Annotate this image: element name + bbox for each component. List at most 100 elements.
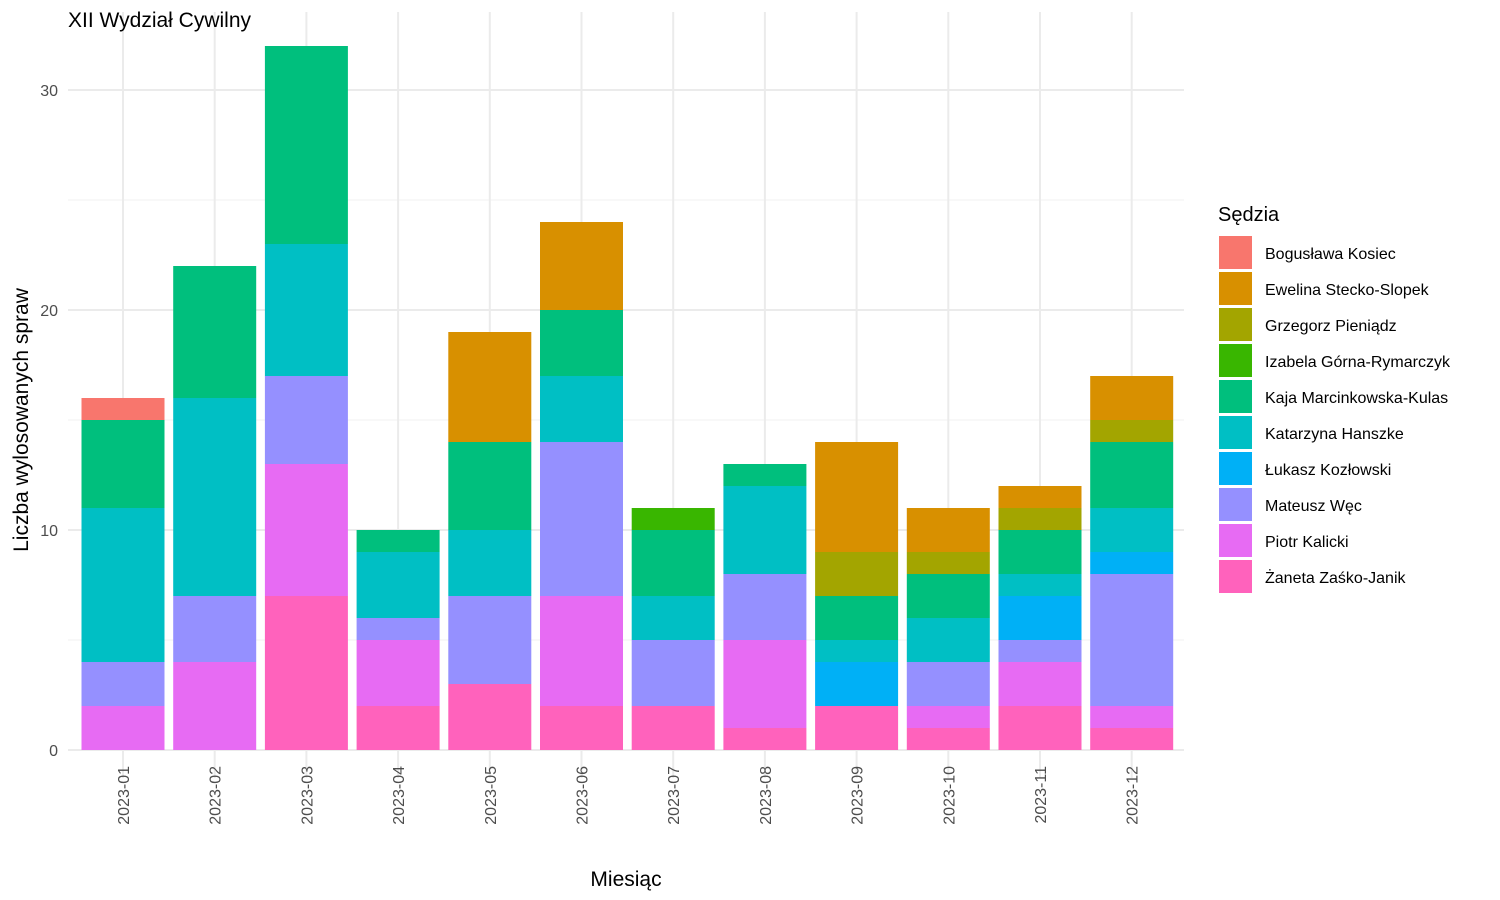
bar-segment — [815, 662, 899, 706]
bar-segment — [723, 486, 807, 574]
bar-segment — [631, 530, 715, 596]
bars — [81, 46, 1174, 750]
bar-segment — [173, 398, 257, 596]
x-tick-label: 2023-08 — [758, 766, 775, 825]
bar-segment — [540, 442, 623, 596]
bar-segment — [356, 640, 440, 706]
legend-label: Katarzyna Hanszke — [1265, 426, 1404, 443]
bar-segment — [631, 640, 715, 706]
bar-segment — [723, 574, 807, 640]
x-tick-label: 2023-10 — [941, 766, 958, 825]
bar-segment — [906, 706, 990, 728]
y-tick-label: 10 — [40, 523, 58, 540]
legend-label: Bogusława Kosiec — [1265, 246, 1396, 263]
x-tick-label: 2023-12 — [1125, 766, 1142, 825]
bar-segment — [906, 508, 990, 552]
x-tick-label: 2023-06 — [575, 766, 592, 825]
legend-label: Ewelina Stecko-Slopek — [1265, 282, 1430, 299]
bar-segment — [998, 706, 1082, 750]
bar-segment — [1090, 442, 1174, 508]
bar-segment — [1090, 508, 1174, 552]
bar-segment — [906, 574, 990, 618]
bar-segment — [815, 596, 899, 640]
legend-label: Mateusz Węc — [1265, 498, 1362, 515]
x-tick-label: 2023-04 — [391, 766, 408, 825]
bar-segment — [264, 46, 348, 244]
bar-segment — [356, 618, 440, 640]
bar-segment — [264, 596, 348, 750]
x-tick-label: 2023-02 — [208, 766, 225, 825]
bar-segment — [540, 376, 623, 442]
bar-segment — [356, 706, 440, 750]
bar-segment — [998, 574, 1082, 596]
legend-key — [1219, 236, 1252, 269]
legend-items: Bogusława Kosiec Ewelina Stecko-Slopek Grz… — [1219, 236, 1451, 593]
legend-label: Łukasz Kozłowski — [1265, 462, 1391, 479]
legend-key — [1219, 524, 1252, 557]
x-tick-label: 2023-05 — [483, 766, 500, 825]
bar-segment — [723, 464, 807, 486]
legend-key — [1219, 344, 1252, 377]
x-tick-label: 2023-03 — [299, 766, 316, 825]
bar-segment — [998, 640, 1082, 662]
bar-segment — [448, 684, 532, 750]
legend-key — [1219, 308, 1252, 341]
bar-segment — [81, 508, 165, 662]
x-tick-label: 2023-07 — [666, 766, 683, 825]
legend-label: Grzegorz Pieniądz — [1265, 318, 1397, 335]
bar-segment — [906, 618, 990, 662]
legend-title: Sędzia — [1218, 204, 1280, 226]
legend-key — [1219, 380, 1252, 413]
bar-segment — [815, 442, 899, 552]
bar-segment — [1090, 420, 1174, 442]
x-tick-label: 2023-01 — [116, 766, 133, 825]
legend-key — [1219, 272, 1252, 305]
bar-segment — [264, 464, 348, 596]
bar-segment — [81, 420, 165, 508]
bar-segment — [631, 706, 715, 750]
bar-segment — [173, 596, 257, 662]
legend-label: Izabela Górna-Rymarczyk — [1265, 354, 1451, 371]
bar-segment — [81, 706, 165, 750]
bar-segment — [723, 728, 807, 750]
bar-segment — [998, 486, 1082, 508]
legend-label: Piotr Kalicki — [1265, 534, 1349, 551]
bar-segment — [723, 640, 807, 728]
y-tick-label: 0 — [49, 743, 58, 760]
bar-segment — [906, 552, 990, 574]
legend-label: Żaneta Zaśko-Janik — [1265, 568, 1407, 587]
bar-segment — [998, 596, 1082, 640]
bar-segment — [906, 662, 990, 706]
bar-segment — [448, 596, 532, 684]
legend-key — [1219, 416, 1252, 449]
bar-segment — [1090, 728, 1174, 750]
legend-key — [1219, 488, 1252, 521]
bar-segment — [356, 530, 440, 552]
x-tick-label: 2023-11 — [1033, 766, 1050, 824]
x-tick-label: 2023-09 — [850, 766, 867, 825]
y-axis-title: Liczba wylosowanych spraw — [10, 287, 33, 552]
bar-segment — [1090, 574, 1174, 706]
bar-segment — [815, 706, 899, 750]
y-tick-label: 30 — [40, 83, 58, 100]
bar-segment — [448, 530, 532, 596]
legend-key — [1219, 452, 1252, 485]
bar-segment — [356, 552, 440, 618]
bar-segment — [173, 662, 257, 750]
bar-segment — [815, 640, 899, 662]
bar-segment — [81, 662, 165, 706]
chart-title: XII Wydział Cywilny — [68, 9, 252, 32]
bar-segment — [998, 530, 1082, 574]
y-tick-label: 20 — [40, 303, 58, 320]
bar-segment — [540, 310, 623, 376]
legend-label: Kaja Marcinkowska-Kulas — [1265, 390, 1448, 407]
bar-segment — [998, 508, 1082, 530]
legend: Sędzia Bogusława Kosiec Ewelina Stecko-Sl… — [1218, 204, 1451, 593]
x-axis-ticks: 2023-01 2023-02 2023-03 2023-04 2023-05 2023-… — [116, 766, 1142, 825]
bar-segment — [173, 266, 257, 398]
bar-segment — [81, 398, 165, 420]
bar-segment — [448, 332, 532, 442]
bar-segment — [264, 376, 348, 464]
bar-segment — [540, 596, 623, 706]
